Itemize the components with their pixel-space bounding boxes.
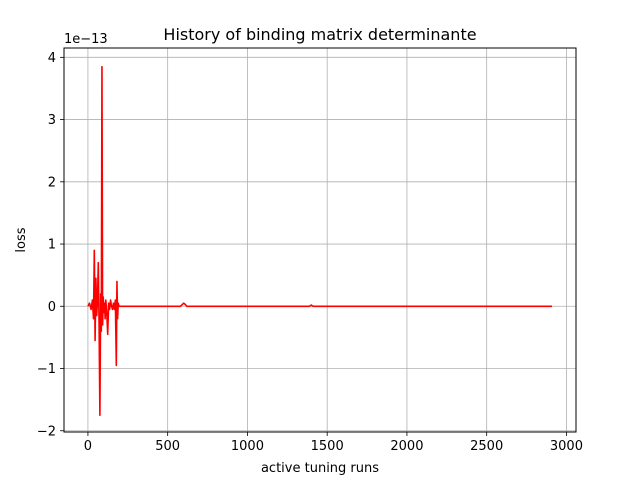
- x-tick-label: 2500: [470, 439, 503, 454]
- y-tick-label: −1: [37, 362, 56, 377]
- x-tick-label: 2000: [390, 439, 423, 454]
- chart-title: History of binding matrix determinante: [163, 25, 476, 44]
- y-axis: −2 −1 0 1 2 3 4: [37, 51, 64, 439]
- series-line-0: [87, 65, 553, 417]
- grid: [64, 48, 576, 432]
- x-tick-label: 0: [84, 439, 92, 454]
- x-tick-label: 3000: [550, 439, 583, 454]
- y-tick-label: 3: [48, 113, 56, 128]
- x-tick-label: 1500: [311, 439, 344, 454]
- x-tick-label: 1000: [231, 439, 264, 454]
- x-tick-label: 500: [155, 439, 180, 454]
- series-layer: [87, 65, 553, 417]
- x-axis: 0 500 1000 1500 2000 2500 3000: [84, 432, 583, 454]
- y-tick-label: 2: [48, 175, 56, 190]
- y-axis-title: loss: [14, 227, 29, 252]
- plot-frame: [63, 47, 577, 433]
- y-tick-label: 1: [48, 238, 56, 253]
- y-tick-label: 0: [48, 300, 56, 315]
- y-axis-offset-label: 1e−13: [64, 32, 108, 47]
- x-axis-title: active tuning runs: [261, 461, 379, 476]
- y-tick-label: −2: [37, 424, 56, 439]
- y-tick-label: 4: [48, 51, 56, 66]
